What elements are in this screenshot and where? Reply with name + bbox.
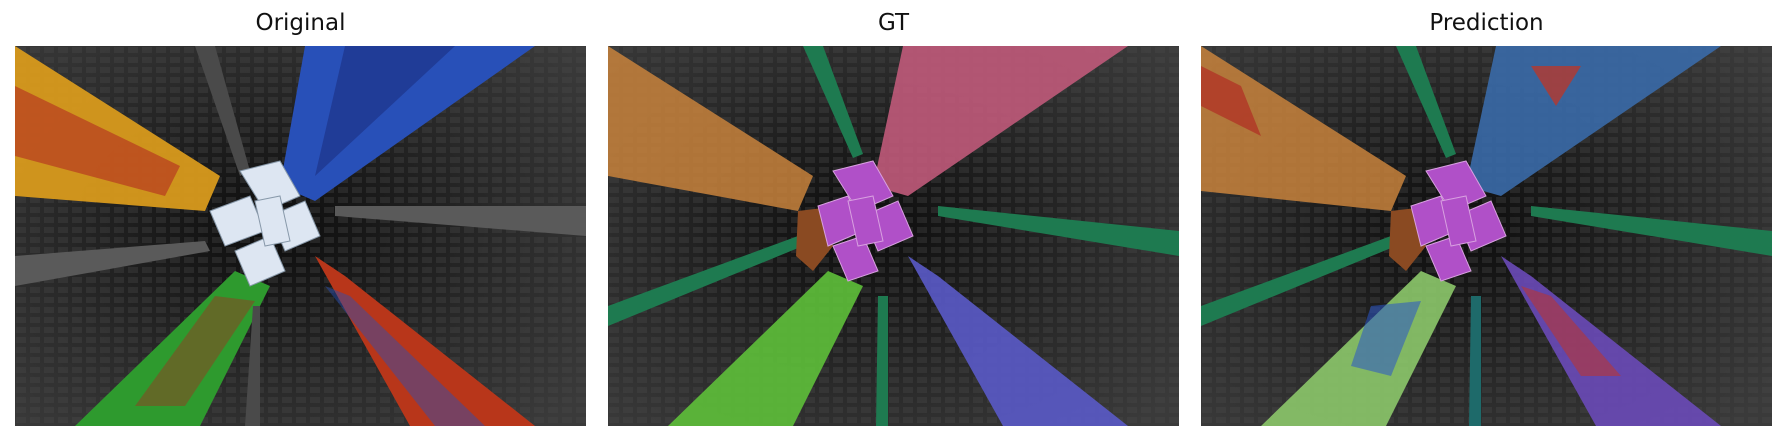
red-window — [315, 256, 535, 426]
original-image — [15, 46, 586, 426]
pred-purple-cross — [1410, 160, 1507, 282]
panel-title-gt: GT — [877, 10, 910, 36]
gt-pink-region — [873, 46, 1128, 196]
panel-title-prediction: Prediction — [1429, 10, 1544, 36]
prediction-segmentation-overlay — [1201, 46, 1772, 426]
panel-gt: GT — [608, 0, 1179, 442]
gt-purple-cross — [817, 160, 914, 282]
green-window — [75, 271, 270, 426]
pred-blue-region — [1466, 46, 1721, 196]
panel-original: Original — [15, 0, 586, 442]
gt-teal-rib-2 — [938, 206, 1179, 256]
pred-teal-rib-4 — [1396, 46, 1456, 158]
gt-teal-rib-1 — [608, 236, 803, 326]
prediction-image — [1201, 46, 1772, 426]
gt-orange-region — [608, 46, 813, 211]
pred-teal-rib-3 — [1469, 296, 1481, 426]
pred-orange-region — [1201, 46, 1406, 211]
original-dome-photo — [15, 46, 586, 426]
central-skylight-cross — [209, 160, 321, 287]
panel-title-original: Original — [255, 10, 346, 36]
gt-teal-rib-4 — [803, 46, 863, 158]
gt-teal-rib-3 — [876, 296, 888, 426]
gt-image — [608, 46, 1179, 426]
pred-teal-rib-1 — [1201, 236, 1396, 326]
gt-blue-region — [908, 256, 1128, 426]
panel-prediction: Prediction — [1201, 0, 1772, 442]
pred-purple-region — [1501, 256, 1721, 426]
pred-teal-rib-2 — [1531, 206, 1772, 256]
gt-segmentation-overlay — [608, 46, 1179, 426]
gt-green-region — [668, 271, 863, 426]
